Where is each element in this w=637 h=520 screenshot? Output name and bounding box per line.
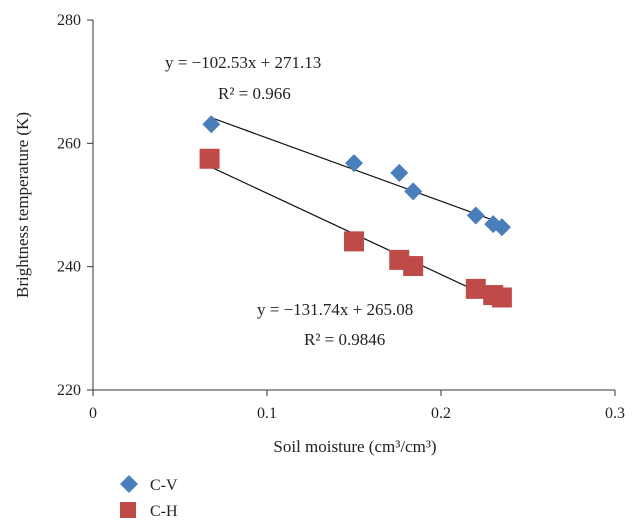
- trendlines: [209, 117, 503, 304]
- y-axis-title: Brightness temperature (K): [13, 112, 32, 298]
- legend-cv-marker: [120, 475, 138, 493]
- x-tick-label: 0.1: [257, 405, 277, 422]
- x-axis-title: Soil moisture (cm³/cm³): [273, 437, 436, 456]
- legend: C-V C-H: [120, 475, 178, 520]
- cv-point: [202, 115, 221, 134]
- cv-point: [492, 218, 511, 237]
- cv-point: [390, 163, 409, 182]
- x-tick-label: 0.2: [431, 405, 451, 422]
- cv-point: [345, 154, 363, 173]
- y-tick-label: 280: [57, 12, 81, 29]
- y-tick-label: 240: [57, 259, 81, 276]
- y-tick-label: 260: [57, 135, 81, 152]
- legend-ch-marker: [120, 502, 136, 518]
- ch-point: [344, 231, 364, 252]
- legend-ch-label: C-H: [150, 503, 178, 520]
- equation-annotations: y = −102.53x + 271.13 R² = 0.966 y = −13…: [165, 53, 413, 349]
- ch-point: [491, 287, 512, 308]
- ch-point: [403, 256, 424, 277]
- axes: 220 240 260 280 0 0.1 0.2 0.3: [57, 12, 625, 422]
- legend-cv-label: C-V: [150, 477, 178, 494]
- data-points: [199, 115, 512, 308]
- ch-r2: R² = 0.9846: [304, 330, 385, 349]
- ch-equation: y = −131.74x + 265.08: [257, 300, 413, 319]
- x-tick-label: 0.3: [605, 405, 625, 422]
- x-tick-label: 0: [89, 405, 97, 422]
- ch-point: [465, 278, 486, 299]
- cv-equation: y = −102.53x + 271.13: [165, 53, 321, 72]
- trendline-cv: [211, 117, 503, 224]
- cv-r2: R² = 0.966: [218, 84, 291, 103]
- cv-point: [466, 206, 485, 225]
- y-tick-label: 220: [57, 382, 81, 399]
- ch-point: [199, 148, 220, 169]
- cv-point: [404, 182, 423, 201]
